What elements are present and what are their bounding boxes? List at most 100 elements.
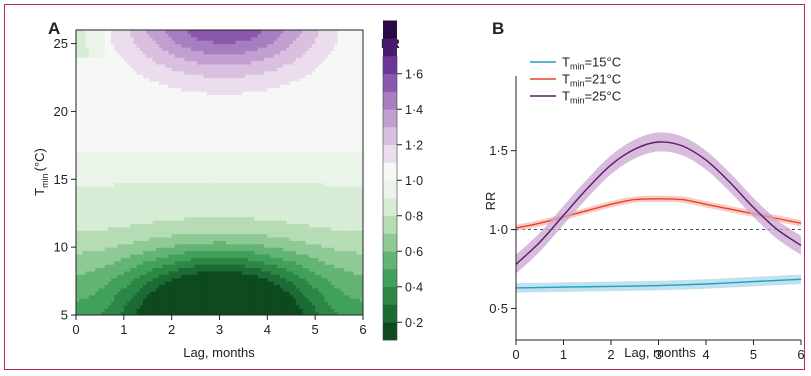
- heatmap-cell: [254, 50, 259, 55]
- heatmap-cell: [187, 70, 192, 75]
- heatmap-cell: [155, 284, 160, 289]
- heatmap-cell: [133, 192, 138, 197]
- heatmap-cell: [171, 40, 176, 45]
- heatmap-cell: [209, 284, 214, 289]
- heatmap-cell: [190, 199, 195, 204]
- heatmap-cell: [235, 192, 240, 197]
- heatmap-cell: [213, 182, 217, 187]
- heatmap-cell: [162, 287, 166, 292]
- heatmap-cell: [222, 152, 227, 157]
- heatmap-cell: [174, 43, 179, 48]
- heatmap-cell: [127, 308, 131, 313]
- heatmap-cell: [162, 281, 166, 286]
- heatmap-cell: [162, 148, 166, 153]
- heatmap-cell: [107, 30, 112, 34]
- heatmap-cell: [142, 128, 147, 133]
- heatmap-cell: [222, 267, 227, 272]
- heatmap-cell: [82, 233, 87, 238]
- heatmap-cell: [82, 165, 87, 170]
- heatmap-cell: [155, 131, 160, 136]
- heatmap-cell: [248, 240, 252, 245]
- heatmap-cell: [225, 223, 230, 228]
- heatmap-cell: [149, 87, 154, 92]
- heatmap-cell: [248, 152, 252, 157]
- heatmap-cell: [209, 46, 214, 51]
- heatmap-cell: [155, 189, 160, 194]
- heatmap-cell: [187, 253, 192, 258]
- heatmap-cell: [216, 101, 221, 106]
- heatmap-cell: [225, 220, 230, 224]
- heatmap-cell: [91, 257, 96, 262]
- heatmap-cell: [91, 60, 96, 65]
- heatmap-cell: [260, 36, 265, 41]
- heatmap-cell: [260, 104, 265, 109]
- heatmap-cell: [142, 253, 147, 258]
- heatmap-cell: [178, 63, 182, 68]
- heatmap-cell: [251, 63, 256, 68]
- heatmap-cell: [213, 260, 217, 265]
- heatmap-cell: [238, 74, 243, 79]
- heatmap-cell: [76, 179, 80, 184]
- heatmap-cell: [254, 60, 259, 65]
- heatmap-cell: [139, 63, 144, 68]
- heatmap-cell: [260, 287, 265, 292]
- heatmap-cell: [254, 270, 259, 275]
- heatmap-cell: [187, 36, 192, 41]
- heatmap-cell: [149, 111, 154, 116]
- heatmap-cell: [117, 36, 122, 41]
- heatmap-cell: [149, 216, 154, 221]
- heatmap-cell: [101, 230, 106, 235]
- heatmap-cell: [133, 67, 138, 72]
- heatmap-cell: [197, 311, 201, 315]
- heatmap-cell: [245, 169, 249, 174]
- heatmap-cell: [111, 233, 115, 238]
- heatmap-cell: [98, 236, 103, 241]
- heatmap-cell: [117, 57, 122, 62]
- heatmap-cell: [171, 250, 176, 255]
- heatmap-cell: [248, 281, 252, 286]
- heatmap-cell: [206, 121, 211, 126]
- heatmap-cell: [264, 243, 268, 248]
- heatmap-cell: [98, 169, 103, 174]
- heatmap-cell: [149, 162, 154, 167]
- heatmap-cell: [149, 206, 154, 211]
- heatmap-cell: [104, 270, 109, 275]
- heatmap-cell: [139, 60, 144, 65]
- heatmap-cell: [117, 70, 122, 75]
- heatmap-cell: [241, 236, 246, 241]
- heatmap-cell: [216, 121, 221, 126]
- heatmap-cell: [114, 287, 119, 292]
- heatmap-cell: [104, 189, 109, 194]
- heatmap-cell: [222, 175, 227, 180]
- heatmap-cell: [206, 152, 211, 157]
- heatmap-cell: [197, 186, 201, 191]
- heatmap-cell: [181, 87, 186, 92]
- heatmap-cell: [158, 291, 163, 296]
- heatmap-cell: [171, 80, 176, 85]
- heatmap-cell: [245, 236, 249, 241]
- heatmap-cell: [88, 301, 93, 306]
- heatmap-cell: [235, 138, 240, 143]
- heatmap-cell: [123, 294, 128, 299]
- heatmap-cell: [85, 131, 90, 136]
- heatmap-cell: [133, 80, 138, 85]
- heatmap-cell: [219, 104, 224, 109]
- heatmap-cell: [238, 250, 243, 255]
- heatmap-cell: [222, 145, 227, 150]
- heatmap-cell: [117, 250, 122, 255]
- heatmap-cell: [117, 108, 122, 113]
- heatmap-cell: [181, 203, 186, 208]
- heatmap-cell: [178, 260, 182, 265]
- heatmap-cell: [139, 267, 144, 272]
- heatmap-cell: [184, 213, 189, 218]
- heatmap-cell: [123, 108, 128, 113]
- heatmap-cell: [209, 247, 214, 252]
- heatmap-cell: [168, 240, 173, 245]
- heatmap-cell: [149, 172, 154, 177]
- heatmap-cell: [168, 104, 173, 109]
- heatmap-cell: [85, 80, 90, 85]
- heatmap-cell: [222, 304, 227, 309]
- heatmap-cell: [248, 148, 252, 153]
- heatmap-cell: [168, 260, 173, 265]
- heatmap-cell: [107, 87, 112, 92]
